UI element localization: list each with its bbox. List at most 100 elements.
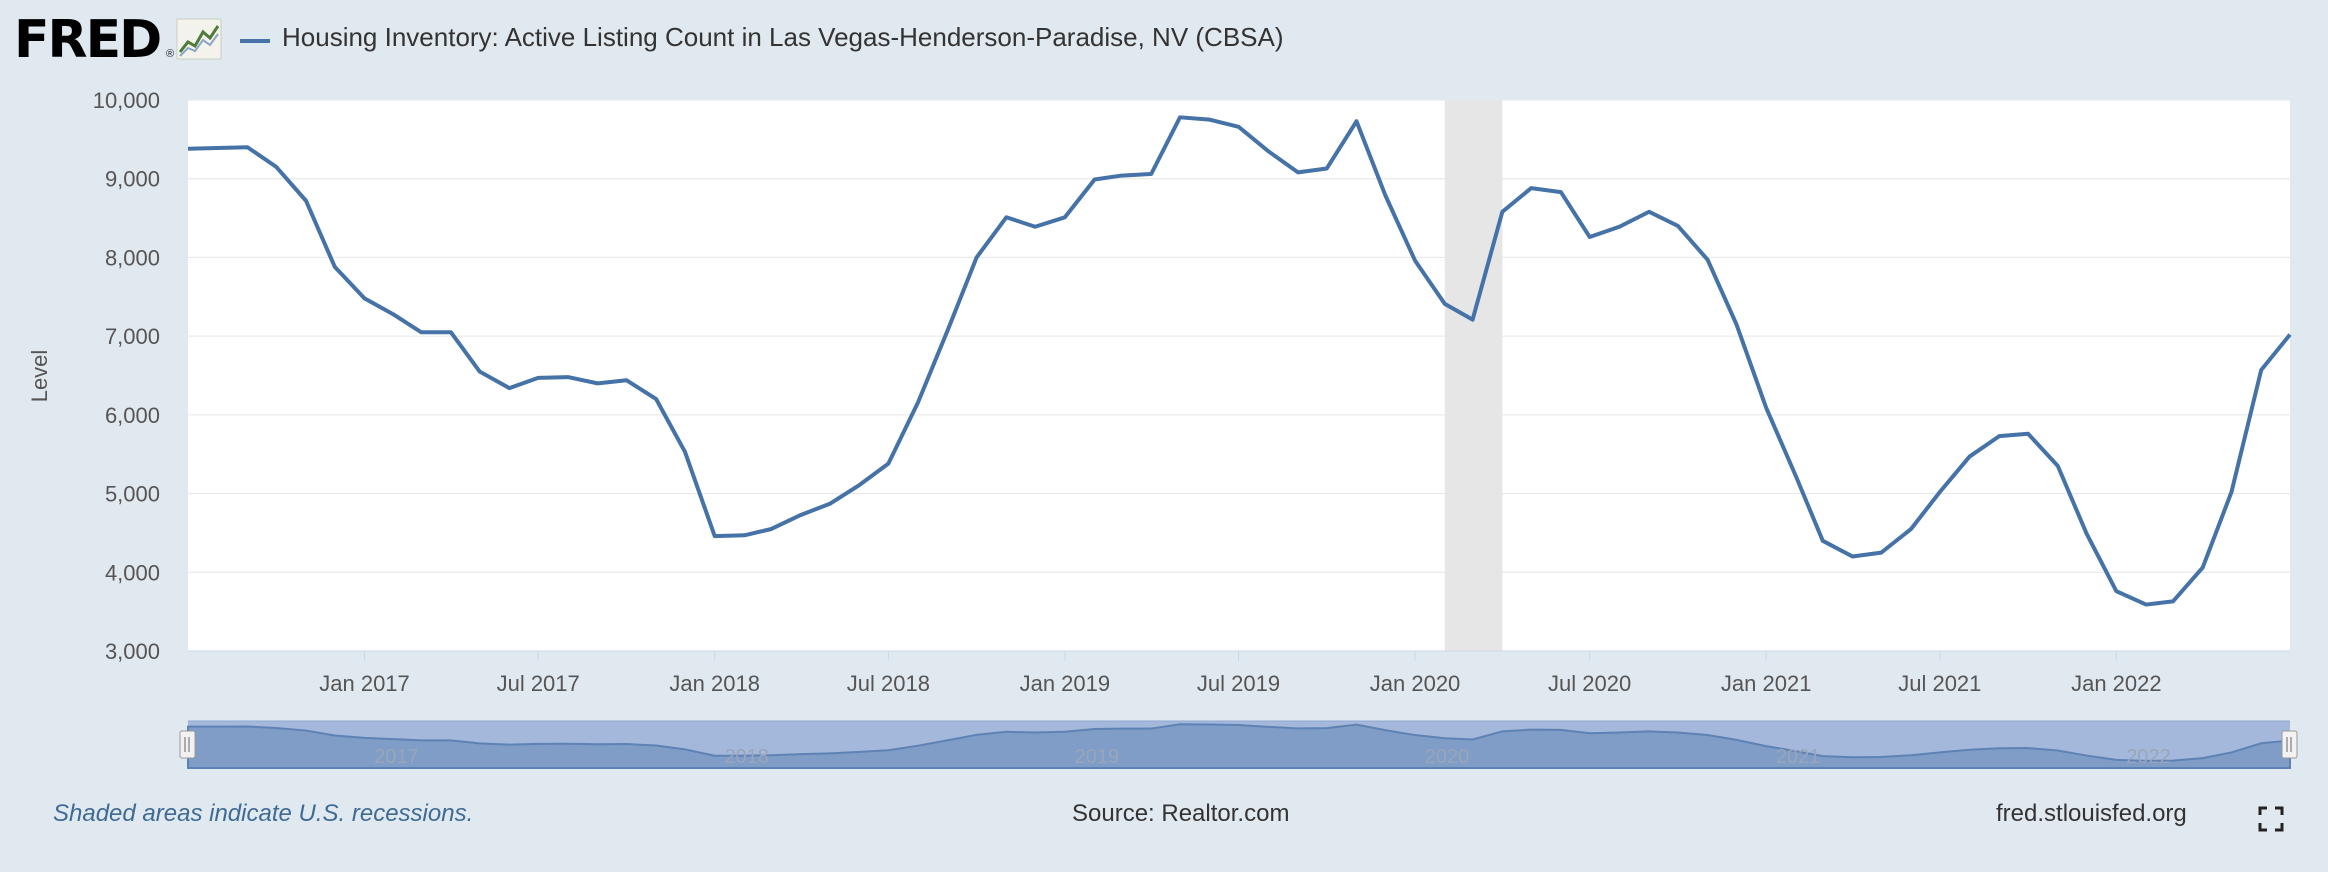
data-point[interactable] [303, 198, 309, 204]
y-tick-label: 7,000 [105, 324, 160, 349]
data-point[interactable] [1675, 223, 1681, 229]
data-point[interactable] [1793, 473, 1799, 479]
navigator-series [187, 723, 2291, 769]
chart-title: Housing Inventory: Active Listing Count … [282, 22, 1284, 52]
data-point[interactable] [945, 327, 951, 333]
data-point[interactable] [1442, 301, 1448, 307]
y-tick-label: 5,000 [105, 482, 160, 507]
data-point[interactable] [1382, 192, 1388, 198]
fred-graph-icon [176, 18, 222, 60]
data-point[interactable] [1148, 171, 1154, 177]
data-point[interactable] [2258, 367, 2264, 373]
data-point[interactable] [1470, 317, 1476, 323]
data-point[interactable] [1032, 224, 1038, 230]
data-point[interactable] [215, 145, 221, 151]
navigator-year-label: 2022 [2126, 746, 2171, 768]
data-point[interactable] [1499, 209, 1505, 215]
data-point[interactable] [1587, 234, 1593, 240]
data-point[interactable] [1558, 189, 1564, 195]
data-point[interactable] [974, 254, 980, 260]
recession-layer [1444, 100, 1503, 651]
data-point[interactable] [391, 312, 397, 318]
data-point[interactable] [1295, 169, 1301, 175]
data-point[interactable] [1705, 257, 1711, 263]
navigator-year-label: 2020 [1425, 746, 1470, 768]
data-point[interactable] [477, 369, 483, 375]
data-point[interactable] [1908, 526, 1914, 532]
data-point[interactable] [1996, 433, 2002, 439]
data-point[interactable] [448, 329, 454, 335]
chart-header: FRED ® Housing Inventory: Active Listing… [0, 0, 2328, 80]
y-tick-label: 6,000 [105, 403, 160, 428]
data-point[interactable] [244, 144, 250, 150]
data-point[interactable] [1412, 258, 1418, 264]
y-tick-label: 10,000 [93, 88, 160, 113]
legend-series-line [240, 39, 270, 43]
data-point[interactable] [2055, 463, 2061, 469]
data-point[interactable] [1207, 117, 1213, 123]
data-point[interactable] [1967, 454, 1973, 460]
x-tick-label: Jan 2017 [319, 671, 410, 696]
data-point[interactable] [1092, 177, 1098, 183]
x-tick-label: Jul 2018 [847, 671, 930, 696]
navigator[interactable]: 2017 2018 2019 2020 2021 2022 [179, 720, 2298, 769]
data-point[interactable] [1878, 550, 1884, 556]
data-point[interactable] [768, 526, 774, 532]
data-point[interactable] [1820, 538, 1826, 544]
data-point[interactable] [1646, 209, 1652, 215]
data-point[interactable] [741, 532, 747, 538]
fred-url-link[interactable]: fred.stlouisfed.org [1996, 800, 2187, 827]
data-point[interactable] [1354, 118, 1360, 124]
navigator-handle-right[interactable] [2281, 730, 2298, 759]
data-point[interactable] [1118, 173, 1124, 179]
data-point[interactable] [535, 375, 541, 381]
x-tick-label: Jul 2019 [1197, 671, 1280, 696]
series-layer[interactable] [185, 114, 2293, 607]
fullscreen-icon[interactable] [2258, 806, 2284, 832]
data-point[interactable] [565, 374, 571, 380]
navigator-year-label: 2021 [1776, 746, 1821, 768]
data-point[interactable] [1850, 554, 1856, 560]
data-point[interactable] [1062, 214, 1068, 220]
data-point[interactable] [827, 501, 833, 507]
data-point[interactable] [2170, 598, 2176, 604]
data-point[interactable] [857, 482, 863, 488]
data-point[interactable] [1937, 489, 1943, 495]
data-point[interactable] [2287, 332, 2293, 338]
series-line[interactable] [187, 115, 2292, 607]
data-point[interactable] [1236, 124, 1242, 130]
data-point[interactable] [2113, 588, 2119, 594]
data-point[interactable] [2143, 602, 2149, 608]
data-point[interactable] [1528, 185, 1534, 191]
data-point[interactable] [1616, 224, 1622, 230]
data-point[interactable] [418, 329, 424, 335]
data-point[interactable] [1733, 321, 1739, 327]
data-point[interactable] [595, 380, 601, 386]
x-tick-label: Jan 2020 [1370, 671, 1461, 696]
data-point[interactable] [185, 146, 191, 152]
data-point[interactable] [653, 396, 659, 402]
data-point[interactable] [273, 164, 279, 170]
data-point[interactable] [1265, 148, 1271, 154]
data-point[interactable] [623, 377, 629, 383]
x-axis-ticks: Jan 2017 Jul 2017 Jan 2018 Jul 2018 Jan 2019… [319, 651, 2162, 696]
data-point[interactable] [2200, 565, 2206, 571]
data-point[interactable] [332, 264, 338, 270]
fred-logo[interactable]: FRED [14, 10, 162, 70]
navigator-handle-left[interactable] [179, 730, 196, 759]
data-point[interactable] [1003, 214, 1009, 220]
data-point[interactable] [798, 512, 804, 518]
data-point[interactable] [506, 385, 512, 391]
data-point[interactable] [1763, 405, 1769, 411]
data-point[interactable] [1177, 114, 1183, 120]
data-point[interactable] [682, 449, 688, 455]
data-point[interactable] [362, 295, 368, 301]
data-point[interactable] [2228, 489, 2234, 495]
data-point[interactable] [2025, 431, 2031, 437]
data-point[interactable] [2084, 531, 2090, 537]
y-axis-ticks: 3,000 4,000 5,000 6,000 7,000 8,000 9,000 10,00… [93, 88, 160, 664]
data-point[interactable] [1324, 165, 1330, 171]
data-point[interactable] [712, 533, 718, 539]
data-point[interactable] [885, 461, 891, 467]
data-point[interactable] [915, 399, 921, 405]
